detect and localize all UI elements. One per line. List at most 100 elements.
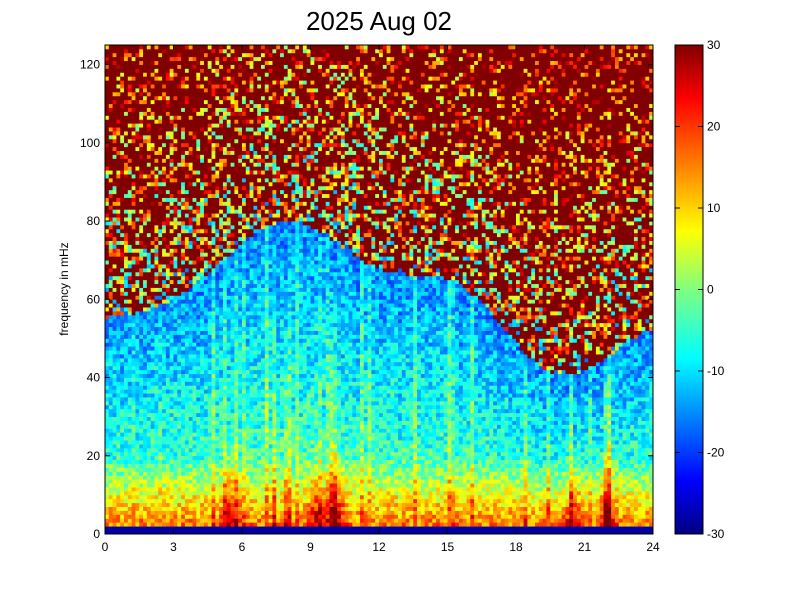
heatmap-cell — [222, 52, 228, 58]
heatmap-cell — [184, 330, 190, 335]
heatmap-cell — [146, 420, 152, 425]
heatmap-cell — [219, 354, 224, 359]
heatmap-cell — [116, 350, 121, 355]
heatmap-cell — [135, 197, 140, 202]
heatmap-cell — [135, 451, 140, 457]
heatmap-cell — [238, 342, 243, 347]
heatmap-cell — [139, 526, 144, 531]
heatmap-cell — [234, 158, 239, 163]
heatmap-cell — [108, 68, 114, 73]
heatmap-cell — [165, 142, 171, 148]
heatmap-cell — [188, 193, 193, 198]
heatmap-cell — [222, 60, 228, 65]
heatmap-cell — [158, 209, 163, 214]
heatmap-cell — [188, 412, 193, 418]
heatmap-cell — [150, 95, 155, 101]
heatmap-cell — [203, 76, 209, 81]
heatmap-cell — [177, 412, 182, 418]
heatmap-cell — [184, 483, 190, 488]
heatmap-cell — [234, 134, 239, 140]
heatmap-cell — [135, 244, 140, 249]
heatmap-cell — [219, 365, 224, 371]
heatmap-cell — [108, 158, 114, 163]
heatmap-cell — [188, 217, 193, 222]
heatmap-cell — [139, 111, 144, 116]
heatmap-cell — [150, 494, 155, 500]
heatmap-cell — [192, 154, 197, 159]
heatmap-cell — [116, 314, 121, 320]
heatmap-cell — [127, 232, 133, 238]
heatmap-cell — [211, 404, 216, 410]
heatmap-cell — [146, 357, 152, 363]
heatmap-cell — [181, 181, 186, 187]
heatmap-cell — [108, 181, 114, 187]
heatmap-cell — [154, 185, 159, 191]
heatmap-cell — [184, 52, 190, 58]
heatmap-cell — [120, 444, 125, 449]
heatmap-cell — [154, 447, 159, 453]
heatmap-cell — [184, 350, 190, 355]
heatmap-cell — [215, 64, 220, 69]
heatmap-cell — [211, 436, 216, 441]
heatmap-cell — [253, 314, 258, 320]
heatmap-cell — [143, 291, 148, 296]
heatmap-cell — [131, 264, 136, 269]
heatmap-cell — [234, 506, 239, 511]
heatmap-cell — [124, 236, 129, 241]
heatmap-cell — [242, 80, 247, 85]
heatmap-cell — [226, 357, 231, 363]
heatmap-cell — [124, 217, 129, 222]
heatmap-cell — [105, 412, 110, 418]
heatmap-cell — [184, 299, 190, 304]
heatmap-cell — [253, 483, 258, 488]
heatmap-cell — [120, 279, 125, 285]
heatmap-cell — [203, 326, 209, 331]
heatmap-cell — [192, 408, 197, 414]
heatmap-cell — [211, 209, 216, 214]
heatmap-cell — [108, 487, 114, 492]
heatmap-cell — [146, 150, 152, 155]
heatmap-cell — [105, 404, 110, 410]
heatmap-cell — [162, 522, 167, 527]
heatmap-cell — [200, 361, 205, 367]
heatmap-cell — [253, 447, 258, 453]
heatmap-cell — [230, 170, 235, 175]
heatmap-cell — [211, 264, 216, 269]
heatmap-cell — [127, 314, 133, 320]
heatmap-cell — [242, 377, 247, 382]
heatmap-cell — [234, 72, 239, 77]
heatmap-cell — [192, 397, 197, 402]
heatmap-cell — [207, 201, 212, 206]
heatmap-cell — [112, 111, 117, 116]
heatmap-cell — [146, 416, 152, 421]
heatmap-cell — [211, 487, 216, 492]
heatmap-cell — [158, 256, 163, 261]
heatmap-cell — [124, 385, 129, 390]
heatmap-cell — [150, 119, 155, 124]
heatmap-cell — [120, 350, 125, 355]
heatmap-cell — [181, 91, 186, 97]
heatmap-cell — [196, 127, 201, 132]
heatmap-cell — [196, 95, 201, 101]
heatmap-cell — [226, 209, 231, 214]
heatmap-cell — [158, 48, 163, 54]
heatmap-cell — [196, 514, 201, 519]
heatmap-cell — [112, 150, 117, 155]
heatmap-cell — [226, 232, 231, 238]
heatmap-cell — [143, 283, 148, 288]
heatmap-cell — [169, 295, 174, 300]
heatmap-cell — [116, 119, 121, 124]
heatmap-cell — [120, 178, 125, 183]
heatmap-cell — [238, 314, 243, 320]
heatmap-cell — [222, 393, 228, 398]
heatmap-cell — [226, 64, 231, 69]
heatmap-cell — [124, 338, 129, 343]
heatmap-cell — [105, 56, 110, 62]
heatmap-cell — [181, 209, 186, 214]
heatmap-cell — [173, 342, 178, 347]
heatmap-cell — [143, 295, 148, 300]
heatmap-cell — [234, 510, 239, 515]
heatmap-cell — [177, 424, 182, 429]
heatmap-cell — [150, 107, 155, 112]
heatmap-cell — [245, 287, 251, 292]
